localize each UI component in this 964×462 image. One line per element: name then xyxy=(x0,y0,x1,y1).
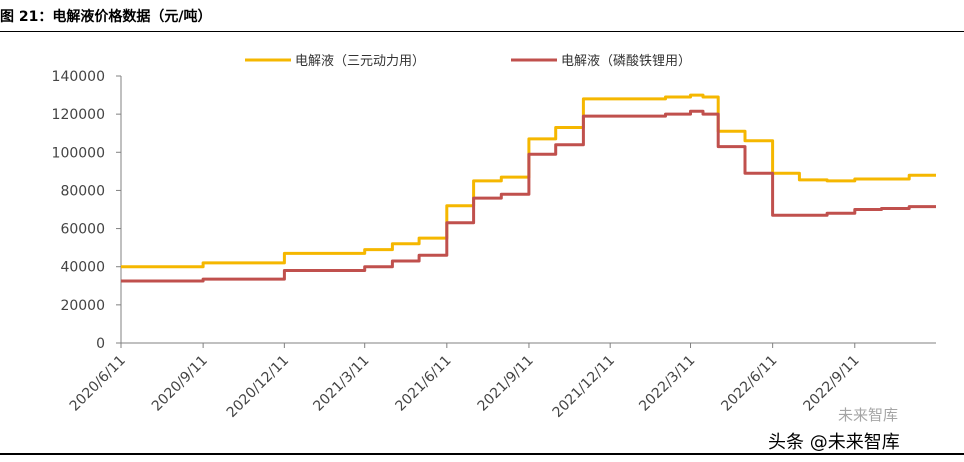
bottom-rule xyxy=(0,453,964,455)
y-tick-label: 40000 xyxy=(60,260,105,276)
x-tick-label: 2022/6/11 xyxy=(718,353,780,415)
x-tick-label: 2020/6/11 xyxy=(67,353,129,415)
series-lines xyxy=(121,93,936,283)
x-tick-label: 2020/12/11 xyxy=(224,353,292,421)
y-axis: 0 20000 40000 60000 80000 100000 120000 140000 xyxy=(52,69,122,352)
x-tick-label: 2021/3/11 xyxy=(310,353,372,415)
legend-label-lfp: 电解液（磷酸铁锂用） xyxy=(561,54,691,69)
y-tick-label: 60000 xyxy=(60,222,105,238)
figure-title: 图 21：电解液价格数据（元/吨） xyxy=(0,9,212,25)
legend-label-ternary: 电解液（三元动力用） xyxy=(295,54,425,69)
y-tick-label: 140000 xyxy=(52,69,105,85)
y-tick-label: 20000 xyxy=(60,298,105,314)
y-tick-label: 100000 xyxy=(52,145,105,161)
top-rule xyxy=(0,31,964,32)
y-tick-label: 80000 xyxy=(60,183,105,199)
series-line-lfp xyxy=(121,109,936,283)
y-tick-label: 120000 xyxy=(52,107,105,123)
series-line-ternary xyxy=(121,93,936,269)
x-tick-label: 2022/3/11 xyxy=(636,353,698,415)
x-tick-label: 2020/9/11 xyxy=(149,353,211,415)
x-axis: 2020/6/11 2020/9/11 2020/12/11 2021/3/11 202… xyxy=(67,342,936,421)
account-watermark: 头条 @未来智库 xyxy=(768,432,900,453)
y-tick-label: 0 xyxy=(96,336,105,352)
x-tick-label: 2021/9/11 xyxy=(475,353,537,415)
wechat-watermark: 未来智库 xyxy=(838,406,899,424)
x-tick-label: 2021/12/11 xyxy=(550,353,618,421)
x-tick-label: 2021/6/11 xyxy=(393,353,455,415)
chart-legend: 电解液（三元动力用） 电解液（磷酸铁锂用） xyxy=(245,54,691,69)
